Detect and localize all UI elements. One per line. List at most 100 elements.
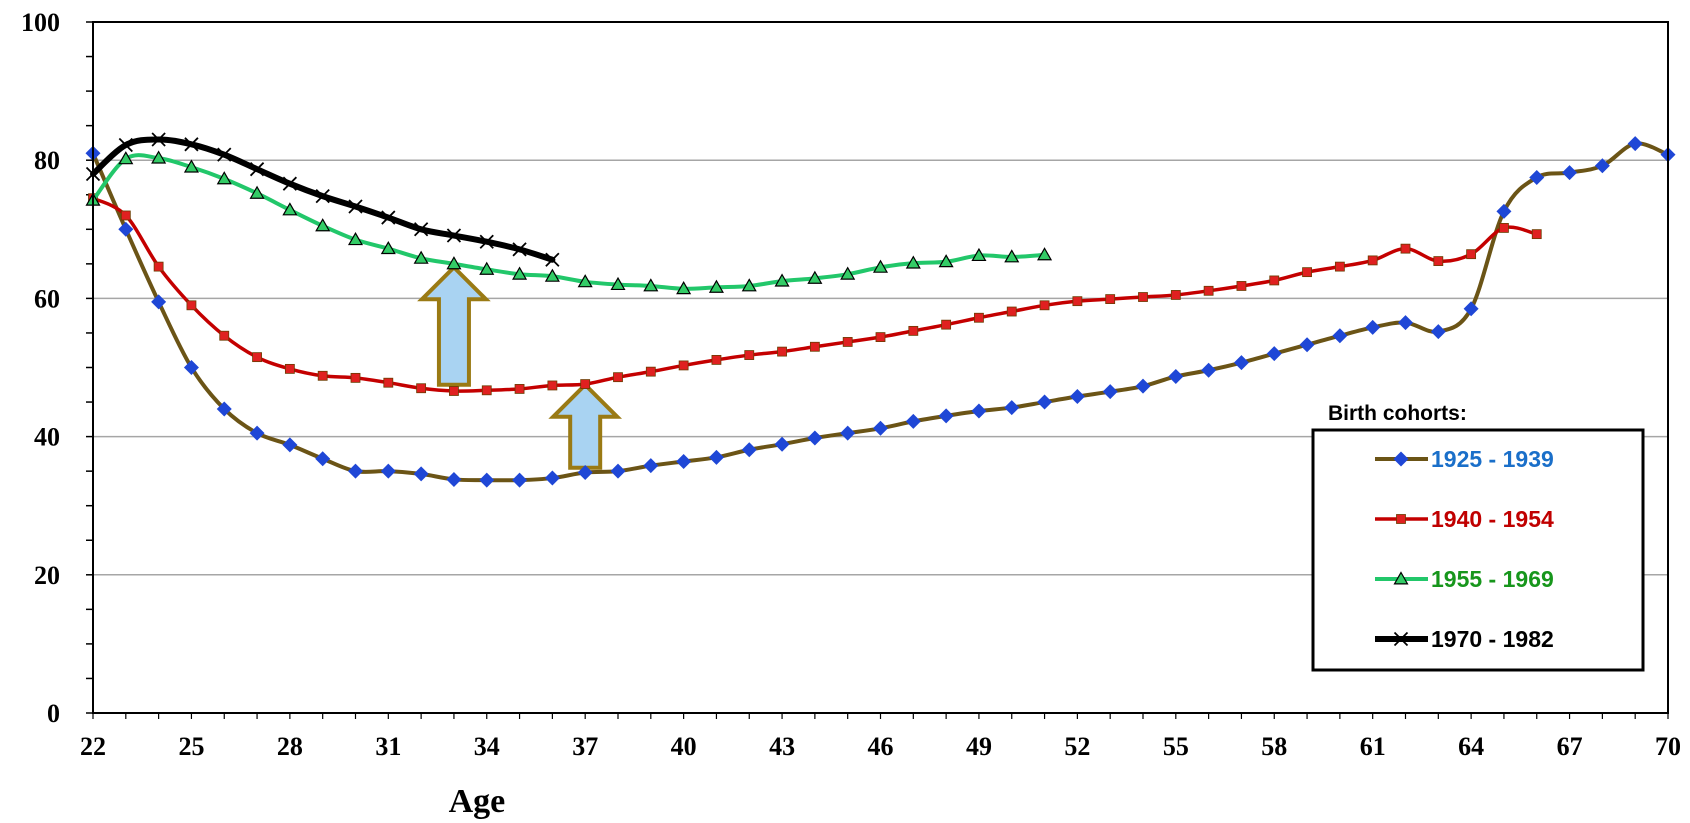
data-point — [512, 266, 528, 280]
data-point — [413, 466, 429, 482]
data-point — [676, 281, 692, 295]
legend-swatch-marker — [1393, 451, 1409, 467]
data-point — [1531, 229, 1542, 240]
data-point — [383, 377, 394, 388]
data-point — [380, 240, 396, 255]
data-point — [348, 199, 363, 214]
x-tick-label: 31 — [375, 732, 401, 761]
y-axis-ticks: 0 20 40 60 80 100 — [21, 8, 93, 728]
data-point — [809, 341, 820, 352]
data-point — [544, 470, 560, 486]
data-point — [741, 442, 757, 458]
x-tick-label: 40 — [671, 732, 697, 761]
x-tick-label: 22 — [80, 732, 106, 761]
legend-item: 1955 - 1969 — [1375, 566, 1554, 592]
x-axis-ticks: 22 25 28 31 34 37 40 43 46 49 52 55 58 61 64 67 70 — [80, 713, 1681, 761]
legend-swatch-marker — [1396, 514, 1406, 524]
data-point — [610, 276, 626, 291]
series-3 — [85, 150, 1053, 295]
data-point — [840, 425, 856, 441]
legend-item: 1970 - 1982 — [1375, 626, 1554, 652]
data-point — [282, 202, 298, 216]
data-point — [252, 352, 262, 363]
data-point — [741, 278, 757, 292]
data-point — [216, 401, 232, 417]
data-point — [1203, 285, 1214, 296]
data-point — [249, 185, 265, 199]
x-tick-label: 34 — [474, 732, 500, 761]
x-tick-label: 49 — [966, 732, 992, 761]
data-point — [807, 270, 823, 284]
data-point — [1302, 267, 1312, 278]
data-point — [118, 137, 133, 153]
data-point — [151, 294, 167, 310]
data-point — [643, 278, 659, 292]
data-point — [938, 408, 954, 424]
y-tick-label: 0 — [47, 699, 60, 728]
data-point — [446, 228, 462, 243]
data-point — [1433, 256, 1444, 266]
x-axis-title: Age — [449, 783, 506, 820]
data-point — [1236, 281, 1247, 291]
data-point — [512, 242, 527, 257]
data-point — [217, 147, 232, 162]
data-point — [971, 247, 987, 262]
data-point — [941, 319, 952, 330]
data-point — [1499, 223, 1509, 233]
data-point — [1367, 255, 1378, 266]
data-point — [381, 210, 396, 225]
data-point — [678, 360, 689, 371]
data-point — [1529, 169, 1545, 185]
data-point — [777, 346, 787, 357]
y-tick-label: 20 — [34, 561, 60, 590]
legend-swatch-marker — [1393, 631, 1409, 647]
data-point — [1365, 319, 1381, 335]
data-point — [545, 252, 560, 267]
data-point — [872, 259, 889, 273]
y-tick-label: 60 — [34, 284, 60, 313]
data-point — [186, 300, 197, 311]
data-point — [643, 458, 659, 474]
data-point — [1006, 306, 1017, 317]
data-point — [479, 472, 495, 488]
data-point — [1562, 165, 1578, 181]
data-point — [1496, 203, 1512, 219]
data-point — [1233, 355, 1249, 371]
data-point — [613, 372, 623, 383]
series-line — [91, 196, 1539, 393]
plot-frame — [92, 21, 1669, 714]
data-point — [120, 210, 131, 221]
data-point — [774, 273, 790, 287]
legend-title: Birth cohorts: — [1328, 402, 1467, 425]
data-point — [1168, 368, 1184, 384]
annotation-arrow-2 — [548, 381, 623, 470]
series-2 — [88, 193, 1542, 396]
data-point — [1269, 275, 1280, 286]
data-point — [184, 137, 199, 152]
data-point — [711, 354, 722, 365]
data-point — [842, 337, 853, 347]
x-tick-label: 70 — [1655, 732, 1681, 761]
data-point — [282, 176, 298, 191]
data-point — [118, 151, 134, 165]
data-point — [544, 268, 560, 282]
legend-items: 1925 - 1939 1940 - 1954 1955 - 1969 1970 - … — [1375, 446, 1554, 652]
legend-swatch-marker — [1393, 571, 1409, 585]
legend-item: 1940 - 1954 — [1375, 506, 1554, 532]
y-tick-label: 100 — [21, 8, 60, 37]
data-point — [1466, 249, 1477, 260]
data-point — [1102, 384, 1118, 400]
data-point — [481, 385, 492, 396]
data-point — [875, 332, 886, 342]
data-point — [1332, 328, 1348, 344]
data-point — [645, 366, 656, 377]
data-point — [315, 188, 330, 204]
data-point — [449, 386, 459, 396]
data-point — [1201, 362, 1217, 378]
data-point — [577, 274, 593, 288]
data-point — [1037, 247, 1053, 261]
data-point — [1072, 296, 1083, 307]
data-point — [1039, 300, 1050, 311]
data-point — [1594, 158, 1610, 174]
data-point — [413, 250, 429, 264]
